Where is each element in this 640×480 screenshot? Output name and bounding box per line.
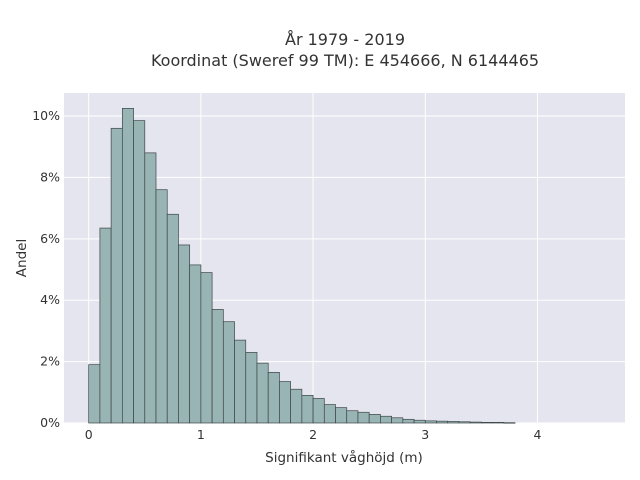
histogram-bar xyxy=(222,321,235,424)
histogram-bar xyxy=(335,407,348,424)
histogram-bar xyxy=(279,381,291,424)
histogram-bar xyxy=(424,420,437,424)
x-tick-label: 4 xyxy=(534,427,542,442)
histogram-bar xyxy=(121,107,134,424)
y-tick-label: 4% xyxy=(40,292,60,307)
histogram-bar xyxy=(492,422,505,424)
histogram-bar xyxy=(189,264,202,424)
x-tick-label: 3 xyxy=(421,427,429,442)
chart-title-line-2: Koordinat (Sweref 99 TM): E 454666, N 61… xyxy=(151,51,539,70)
histogram-bar xyxy=(88,364,101,424)
x-axis-ticks: 0 1 2 3 4 xyxy=(85,427,542,442)
y-tick-label: 6% xyxy=(40,231,60,246)
histogram-bar xyxy=(234,339,247,424)
histogram-bar xyxy=(144,152,157,424)
histogram-bar xyxy=(402,418,415,424)
histogram-bar xyxy=(211,309,224,424)
histogram-bar xyxy=(368,414,381,424)
histogram-bar xyxy=(133,120,146,424)
histogram-bar xyxy=(166,213,179,424)
histogram-bar xyxy=(301,395,314,424)
y-axis-label: Andel xyxy=(14,239,30,277)
y-tick-label: 10% xyxy=(32,108,60,123)
x-tick-label: 2 xyxy=(309,427,317,442)
histogram-bar xyxy=(200,272,213,424)
histogram-bar xyxy=(312,398,325,424)
histogram-bar xyxy=(447,421,460,424)
histogram-bar xyxy=(503,422,516,424)
x-tick-label: 0 xyxy=(85,427,93,442)
x-tick-label: 1 xyxy=(197,427,205,442)
histogram-bar xyxy=(481,422,493,424)
histogram-bar xyxy=(245,352,258,424)
histogram-bar xyxy=(178,244,191,424)
histogram-bar xyxy=(413,419,426,424)
histogram-bar xyxy=(458,421,471,424)
histogram-bar xyxy=(256,362,269,424)
histogram-bar xyxy=(380,415,392,424)
histogram-bars xyxy=(88,107,516,424)
histogram-bar xyxy=(391,417,404,424)
y-tick-label: 8% xyxy=(40,169,60,184)
x-axis-label: Signifikant våghöjd (m) xyxy=(265,449,423,466)
histogram-bar xyxy=(469,421,482,424)
histogram-bar xyxy=(267,371,280,424)
y-tick-label: 0% xyxy=(40,415,60,430)
histogram-bar xyxy=(346,410,359,424)
histogram-bar xyxy=(357,411,370,424)
histogram-bar xyxy=(110,127,123,424)
histogram-bar xyxy=(290,388,303,424)
histogram-bar xyxy=(436,420,449,424)
histogram-bar xyxy=(323,404,336,424)
y-axis-ticks: 0% 2% 4% 6% 8% 10% xyxy=(32,108,60,430)
chart-title-line-1: År 1979 - 2019 xyxy=(285,30,405,49)
y-tick-label: 2% xyxy=(40,354,60,369)
histogram-bar xyxy=(99,227,112,424)
histogram-bar xyxy=(155,189,168,424)
